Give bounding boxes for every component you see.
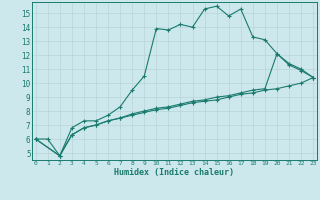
- X-axis label: Humidex (Indice chaleur): Humidex (Indice chaleur): [115, 168, 234, 177]
